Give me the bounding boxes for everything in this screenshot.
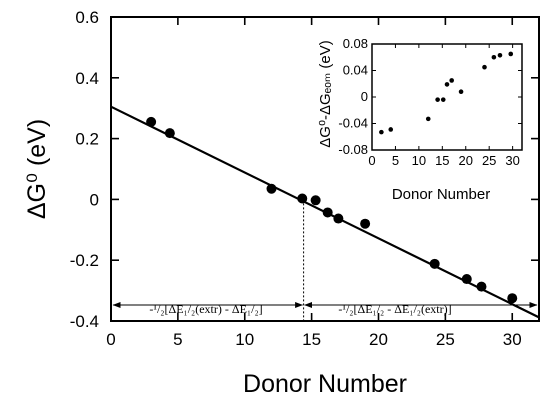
inset-data-point [482,64,487,70]
inset-x-tick-label: 10 [412,153,426,168]
inset-x-tick-label: 30 [505,153,519,168]
inset-data-point [435,97,440,102]
inset-data-point [458,89,464,94]
data-point [266,183,277,194]
data-point [164,128,175,139]
x-tick-label: 10 [235,330,254,349]
data-point [297,193,308,204]
inset-y-tick-label: 0.04 [343,63,368,78]
y-tick-label: -0.2 [70,251,99,270]
inset-data-point [379,129,384,135]
x-tick-label: 25 [436,330,455,349]
inset-y-tick-label: 0 [361,89,368,104]
x-axis-title: Donor Number [243,370,407,398]
data-point [507,293,518,304]
y-tick-label: 0.2 [75,130,99,149]
annotation-right: -¹/₂[ΔE₁/₂ - ΔE₁/₂(extr)] [338,302,451,316]
inset-background [372,44,522,150]
inset-x-axis-title: Donor Number [392,186,490,203]
inset-x-tick-label: 5 [392,153,399,168]
main-plot-frame [110,16,540,322]
inset-data-point [491,54,497,60]
data-point [360,218,371,229]
x-tick-label: 15 [302,330,321,349]
data-point [322,207,333,218]
inset-y-tick-label: -0.04 [338,116,368,131]
inset-x-tick-label: 20 [459,153,473,168]
data-point [333,213,344,224]
inset-data-point [497,52,503,58]
data-point [476,281,487,292]
data-point [146,116,157,127]
x-tick-label: 30 [503,330,522,349]
x-tick-label: 20 [369,330,388,349]
inset-data-point [440,97,446,102]
inset-data-point [425,116,431,122]
y-tick-label: 0.4 [75,69,99,88]
inset-data-point [444,82,450,87]
inset-data-point [388,127,394,132]
y-axis-title: ΔG⁰ (eV) [23,119,51,219]
y-tick-label: 0.6 [75,8,99,27]
inset-x-tick-label: 15 [435,153,449,168]
data-point [310,195,321,206]
inset-data-point [508,51,514,57]
inset-x-tick-label: 0 [368,153,375,168]
inset-y-axis-title: ΔG⁰-ΔGₑₒₘ (eV) [317,40,334,147]
y-tick-label: 0 [90,190,99,209]
inset-y-tick-label: -0.08 [338,142,368,157]
inset-y-tick-label: 0.08 [343,36,368,51]
data-point [461,274,472,285]
y-tick-label: -0.4 [70,312,99,331]
data-point [429,258,440,269]
x-tick-label: 5 [173,330,182,349]
inset-data-point [449,78,454,83]
inset-x-tick-label: 25 [482,153,496,168]
x-tick-label: 0 [106,330,115,349]
annotation-left: -¹/₂[ΔE₁/₂(extr) - ΔE₁/₂] [149,302,262,316]
